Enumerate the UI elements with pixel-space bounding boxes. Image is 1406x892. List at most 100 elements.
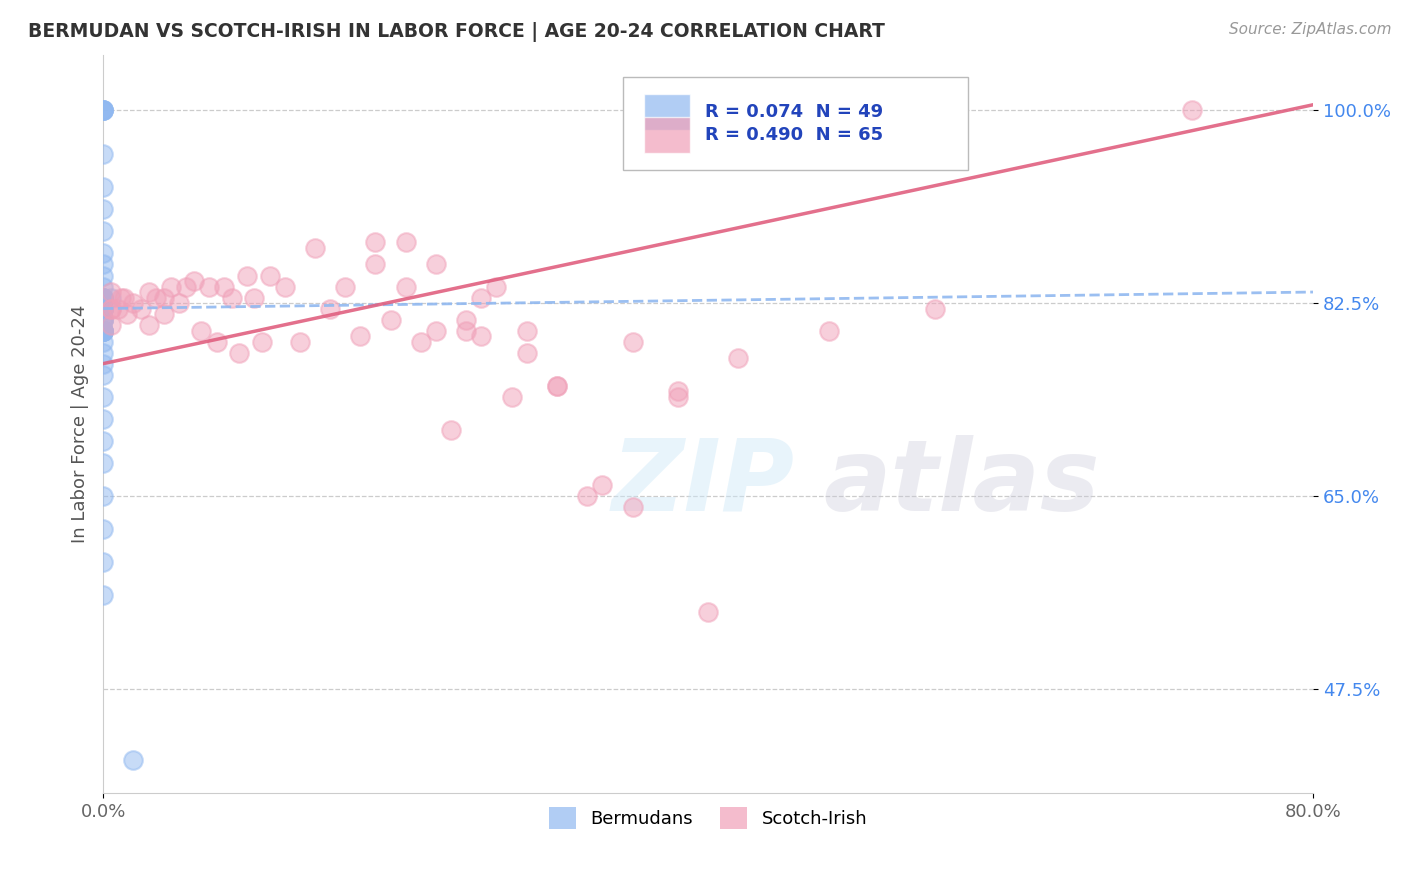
Point bbox=[91, 224, 114, 238]
Point bbox=[112, 291, 135, 305]
Point bbox=[501, 390, 523, 404]
Point bbox=[145, 291, 167, 305]
Point bbox=[91, 555, 114, 569]
Point bbox=[91, 301, 114, 316]
Point bbox=[259, 268, 281, 283]
Point bbox=[167, 296, 190, 310]
Point bbox=[117, 307, 139, 321]
Point bbox=[91, 268, 114, 283]
Point bbox=[364, 235, 387, 250]
Point bbox=[516, 324, 538, 338]
Point bbox=[91, 291, 114, 305]
Point bbox=[425, 258, 447, 272]
Point bbox=[236, 268, 259, 283]
Point bbox=[91, 522, 114, 536]
Point bbox=[122, 753, 145, 767]
Point bbox=[91, 588, 114, 602]
Point bbox=[91, 334, 114, 349]
Point bbox=[456, 312, 478, 326]
Point bbox=[91, 324, 114, 338]
Point bbox=[456, 324, 478, 338]
Point bbox=[91, 368, 114, 382]
Point bbox=[409, 334, 432, 349]
Point bbox=[91, 312, 114, 326]
Point bbox=[91, 202, 114, 217]
Point bbox=[91, 345, 114, 359]
Text: atlas: atlas bbox=[823, 434, 1099, 532]
Point bbox=[91, 258, 114, 272]
Point bbox=[100, 285, 122, 299]
Point bbox=[91, 301, 114, 316]
Point bbox=[138, 285, 160, 299]
Point bbox=[470, 291, 492, 305]
Point bbox=[591, 478, 613, 492]
Point bbox=[91, 291, 114, 305]
Point bbox=[364, 258, 387, 272]
Point bbox=[697, 605, 720, 619]
Point bbox=[129, 301, 152, 316]
Point bbox=[349, 329, 371, 343]
Point bbox=[183, 274, 205, 288]
Point bbox=[621, 334, 644, 349]
Point bbox=[91, 103, 114, 118]
Point bbox=[288, 334, 311, 349]
Point bbox=[91, 103, 114, 118]
Point bbox=[91, 312, 114, 326]
Point bbox=[395, 235, 418, 250]
Point bbox=[152, 291, 174, 305]
Point bbox=[91, 291, 114, 305]
Text: R = 0.074  N = 49: R = 0.074 N = 49 bbox=[704, 103, 883, 121]
FancyBboxPatch shape bbox=[623, 78, 969, 169]
Point bbox=[100, 301, 122, 316]
Point bbox=[91, 312, 114, 326]
Point bbox=[91, 301, 114, 316]
Point bbox=[304, 241, 326, 255]
Point bbox=[107, 301, 129, 316]
Point bbox=[100, 301, 122, 316]
Point bbox=[190, 324, 212, 338]
Point bbox=[440, 423, 463, 437]
Y-axis label: In Labor Force | Age 20-24: In Labor Force | Age 20-24 bbox=[72, 305, 89, 543]
Point bbox=[160, 279, 183, 293]
Point bbox=[138, 318, 160, 332]
Point bbox=[250, 334, 273, 349]
Point bbox=[91, 324, 114, 338]
Point bbox=[91, 324, 114, 338]
Text: Source: ZipAtlas.com: Source: ZipAtlas.com bbox=[1229, 22, 1392, 37]
Point bbox=[91, 279, 114, 293]
Point bbox=[91, 324, 114, 338]
Point bbox=[91, 180, 114, 194]
Point bbox=[727, 351, 749, 365]
Text: BERMUDAN VS SCOTCH-IRISH IN LABOR FORCE | AGE 20-24 CORRELATION CHART: BERMUDAN VS SCOTCH-IRISH IN LABOR FORCE … bbox=[28, 22, 884, 42]
Point bbox=[110, 291, 132, 305]
Text: R = 0.490  N = 65: R = 0.490 N = 65 bbox=[704, 126, 883, 144]
Point bbox=[666, 390, 689, 404]
Legend: Bermudans, Scotch-Irish: Bermudans, Scotch-Irish bbox=[541, 799, 875, 836]
Point bbox=[273, 279, 295, 293]
Bar bbox=[644, 95, 690, 129]
Point bbox=[621, 500, 644, 514]
Point bbox=[666, 384, 689, 399]
Point bbox=[546, 378, 568, 392]
Point bbox=[212, 279, 235, 293]
Point bbox=[198, 279, 221, 293]
Point bbox=[380, 312, 402, 326]
Point bbox=[425, 324, 447, 338]
Point bbox=[470, 329, 492, 343]
Point bbox=[228, 345, 250, 359]
Point bbox=[100, 291, 122, 305]
Point bbox=[91, 301, 114, 316]
Bar bbox=[644, 117, 690, 153]
Point bbox=[91, 434, 114, 448]
Point bbox=[91, 103, 114, 118]
Point bbox=[91, 411, 114, 425]
Point bbox=[205, 334, 228, 349]
Point bbox=[91, 357, 114, 371]
Point bbox=[91, 291, 114, 305]
Point bbox=[91, 301, 114, 316]
Point bbox=[91, 324, 114, 338]
Point bbox=[176, 279, 198, 293]
Point bbox=[91, 489, 114, 503]
Point bbox=[91, 456, 114, 470]
Point bbox=[546, 378, 568, 392]
